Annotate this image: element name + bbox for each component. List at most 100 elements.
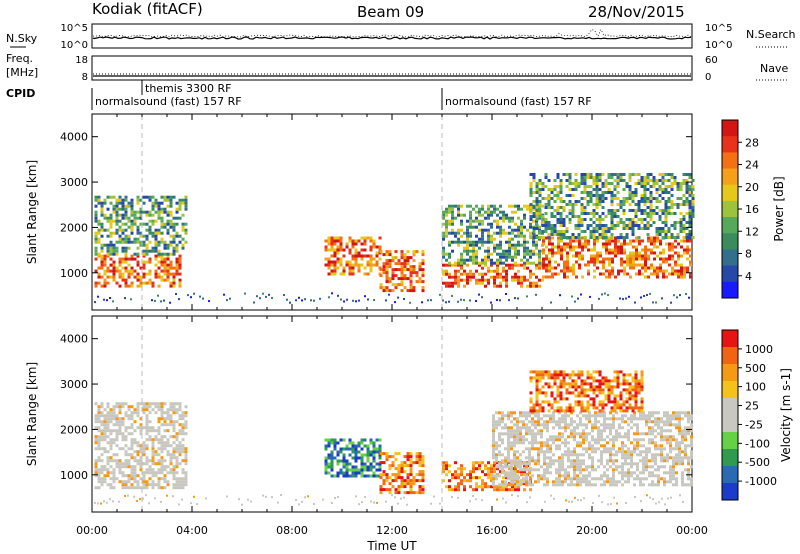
- power-cell: [689, 272, 692, 276]
- power-cell: [689, 260, 692, 264]
- velocity-cell: [624, 444, 627, 448]
- velocity-cell: [157, 426, 161, 430]
- velocity-cell: [678, 429, 681, 433]
- power-cell: [619, 203, 623, 206]
- power-cell: [682, 182, 686, 185]
- power-cell: [115, 266, 119, 270]
- velocity-cell: [333, 444, 337, 448]
- power-cell: [547, 206, 551, 209]
- power-cell: [626, 257, 629, 261]
- velocity-cell: [151, 447, 155, 451]
- power-cell: [629, 251, 632, 255]
- power-cell: [330, 236, 334, 240]
- velocity-cell: [580, 370, 584, 374]
- velocity-cell: [528, 432, 531, 436]
- velocity-cell: [687, 483, 690, 487]
- power-cell: [691, 215, 695, 218]
- power-cell: [691, 185, 695, 188]
- power-cell: [688, 188, 692, 191]
- power-cell: [578, 266, 581, 270]
- velocity-cell: [522, 435, 525, 439]
- power-cell: [175, 231, 179, 235]
- power-cell: [466, 281, 469, 285]
- power-cell: [388, 277, 392, 281]
- power-cell: [508, 219, 511, 223]
- velocity-cell: [567, 477, 570, 481]
- velocity-cell: [640, 385, 644, 389]
- velocity-cell: [570, 477, 573, 481]
- velocity-cell: [570, 483, 573, 487]
- velocity-cell: [418, 455, 422, 459]
- velocity-cell: [657, 474, 660, 478]
- velocity-cell: [160, 438, 164, 442]
- power-cell: [472, 243, 475, 247]
- velocity-cell: [654, 444, 657, 448]
- velocity-cell: [543, 474, 546, 478]
- power-heatmap-cells: [94, 173, 695, 304]
- velocity-cell: [663, 429, 666, 433]
- velocity-cell: [339, 468, 343, 472]
- velocity-cell: [97, 429, 101, 433]
- velocity-cell: [94, 468, 98, 472]
- velocity-cell: [660, 453, 663, 457]
- velocity-cell: [654, 417, 657, 421]
- power-cell: [148, 240, 152, 244]
- velocity-cell: [627, 477, 630, 481]
- freq-unit-label: [MHz]: [6, 66, 38, 79]
- velocity-ground-cell: [307, 495, 309, 498]
- power-cell: [592, 194, 596, 197]
- velocity-cell: [507, 411, 510, 415]
- velocity-cell: [657, 480, 660, 484]
- power-ground-cell: [490, 301, 492, 304]
- power-cell: [548, 266, 551, 270]
- velocity-cell: [625, 400, 629, 404]
- power-ground-cell: [688, 296, 690, 299]
- power-cell: [611, 251, 614, 255]
- power-cell: [548, 239, 551, 243]
- power-cell: [556, 197, 560, 200]
- power-cell: [385, 274, 389, 278]
- power-cell: [593, 275, 596, 279]
- velocity-cell: [690, 456, 693, 460]
- velocity-cell: [100, 471, 104, 475]
- velocity-cell: [630, 456, 633, 460]
- velocity-cell: [567, 450, 570, 454]
- velocity-cell: [538, 370, 542, 374]
- velocity-cell: [669, 417, 672, 421]
- velocity-cell: [508, 461, 511, 465]
- velocity-cell: [163, 423, 167, 427]
- power-cell: [445, 234, 448, 238]
- velocity-cell: [342, 456, 346, 460]
- velocity-cell: [97, 444, 101, 448]
- power-cell: [178, 272, 182, 276]
- velocity-cell: [151, 468, 155, 472]
- velocity-cell: [510, 474, 513, 478]
- power-cell: [526, 249, 529, 253]
- power-cell: [157, 260, 161, 264]
- power-cell: [529, 225, 532, 229]
- power-cell: [607, 188, 611, 191]
- power-cell: [324, 239, 328, 243]
- power-cell: [544, 224, 548, 227]
- power-cell: [484, 210, 487, 214]
- velocity-cell: [558, 480, 561, 484]
- velocity-cell: [519, 414, 522, 418]
- velocity-cell: [127, 432, 131, 436]
- power-cell: [673, 176, 677, 179]
- velocity-cell: [127, 462, 131, 466]
- velocity-cell: [636, 432, 639, 436]
- velocity-cell: [418, 473, 422, 477]
- velocity-cell: [442, 467, 445, 471]
- velocity-cell: [519, 468, 522, 472]
- power-cell: [598, 200, 602, 203]
- power-cell: [659, 263, 662, 267]
- velocity-cell: [582, 462, 585, 466]
- velocity-cell: [547, 400, 551, 404]
- velocity-cell: [582, 477, 585, 481]
- velocity-cell: [636, 453, 639, 457]
- velocity-cell: [573, 468, 576, 472]
- power-cell: [643, 191, 647, 194]
- power-cell: [643, 203, 647, 206]
- velocity-cell: [621, 453, 624, 457]
- velocity-cell: [418, 452, 422, 456]
